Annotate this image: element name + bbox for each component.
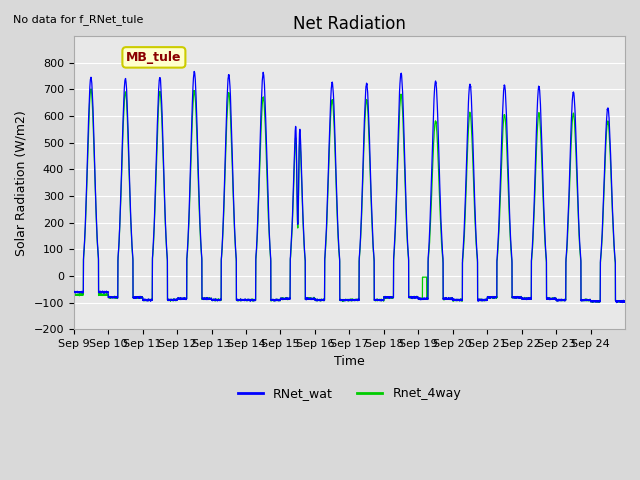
Legend: RNet_wat, Rnet_4way: RNet_wat, Rnet_4way [232, 382, 466, 405]
Text: No data for f_RNet_tule: No data for f_RNet_tule [13, 14, 143, 25]
Y-axis label: Solar Radiation (W/m2): Solar Radiation (W/m2) [15, 110, 28, 255]
Text: MB_tule: MB_tule [126, 51, 182, 64]
Title: Net Radiation: Net Radiation [293, 15, 406, 33]
X-axis label: Time: Time [334, 355, 365, 368]
